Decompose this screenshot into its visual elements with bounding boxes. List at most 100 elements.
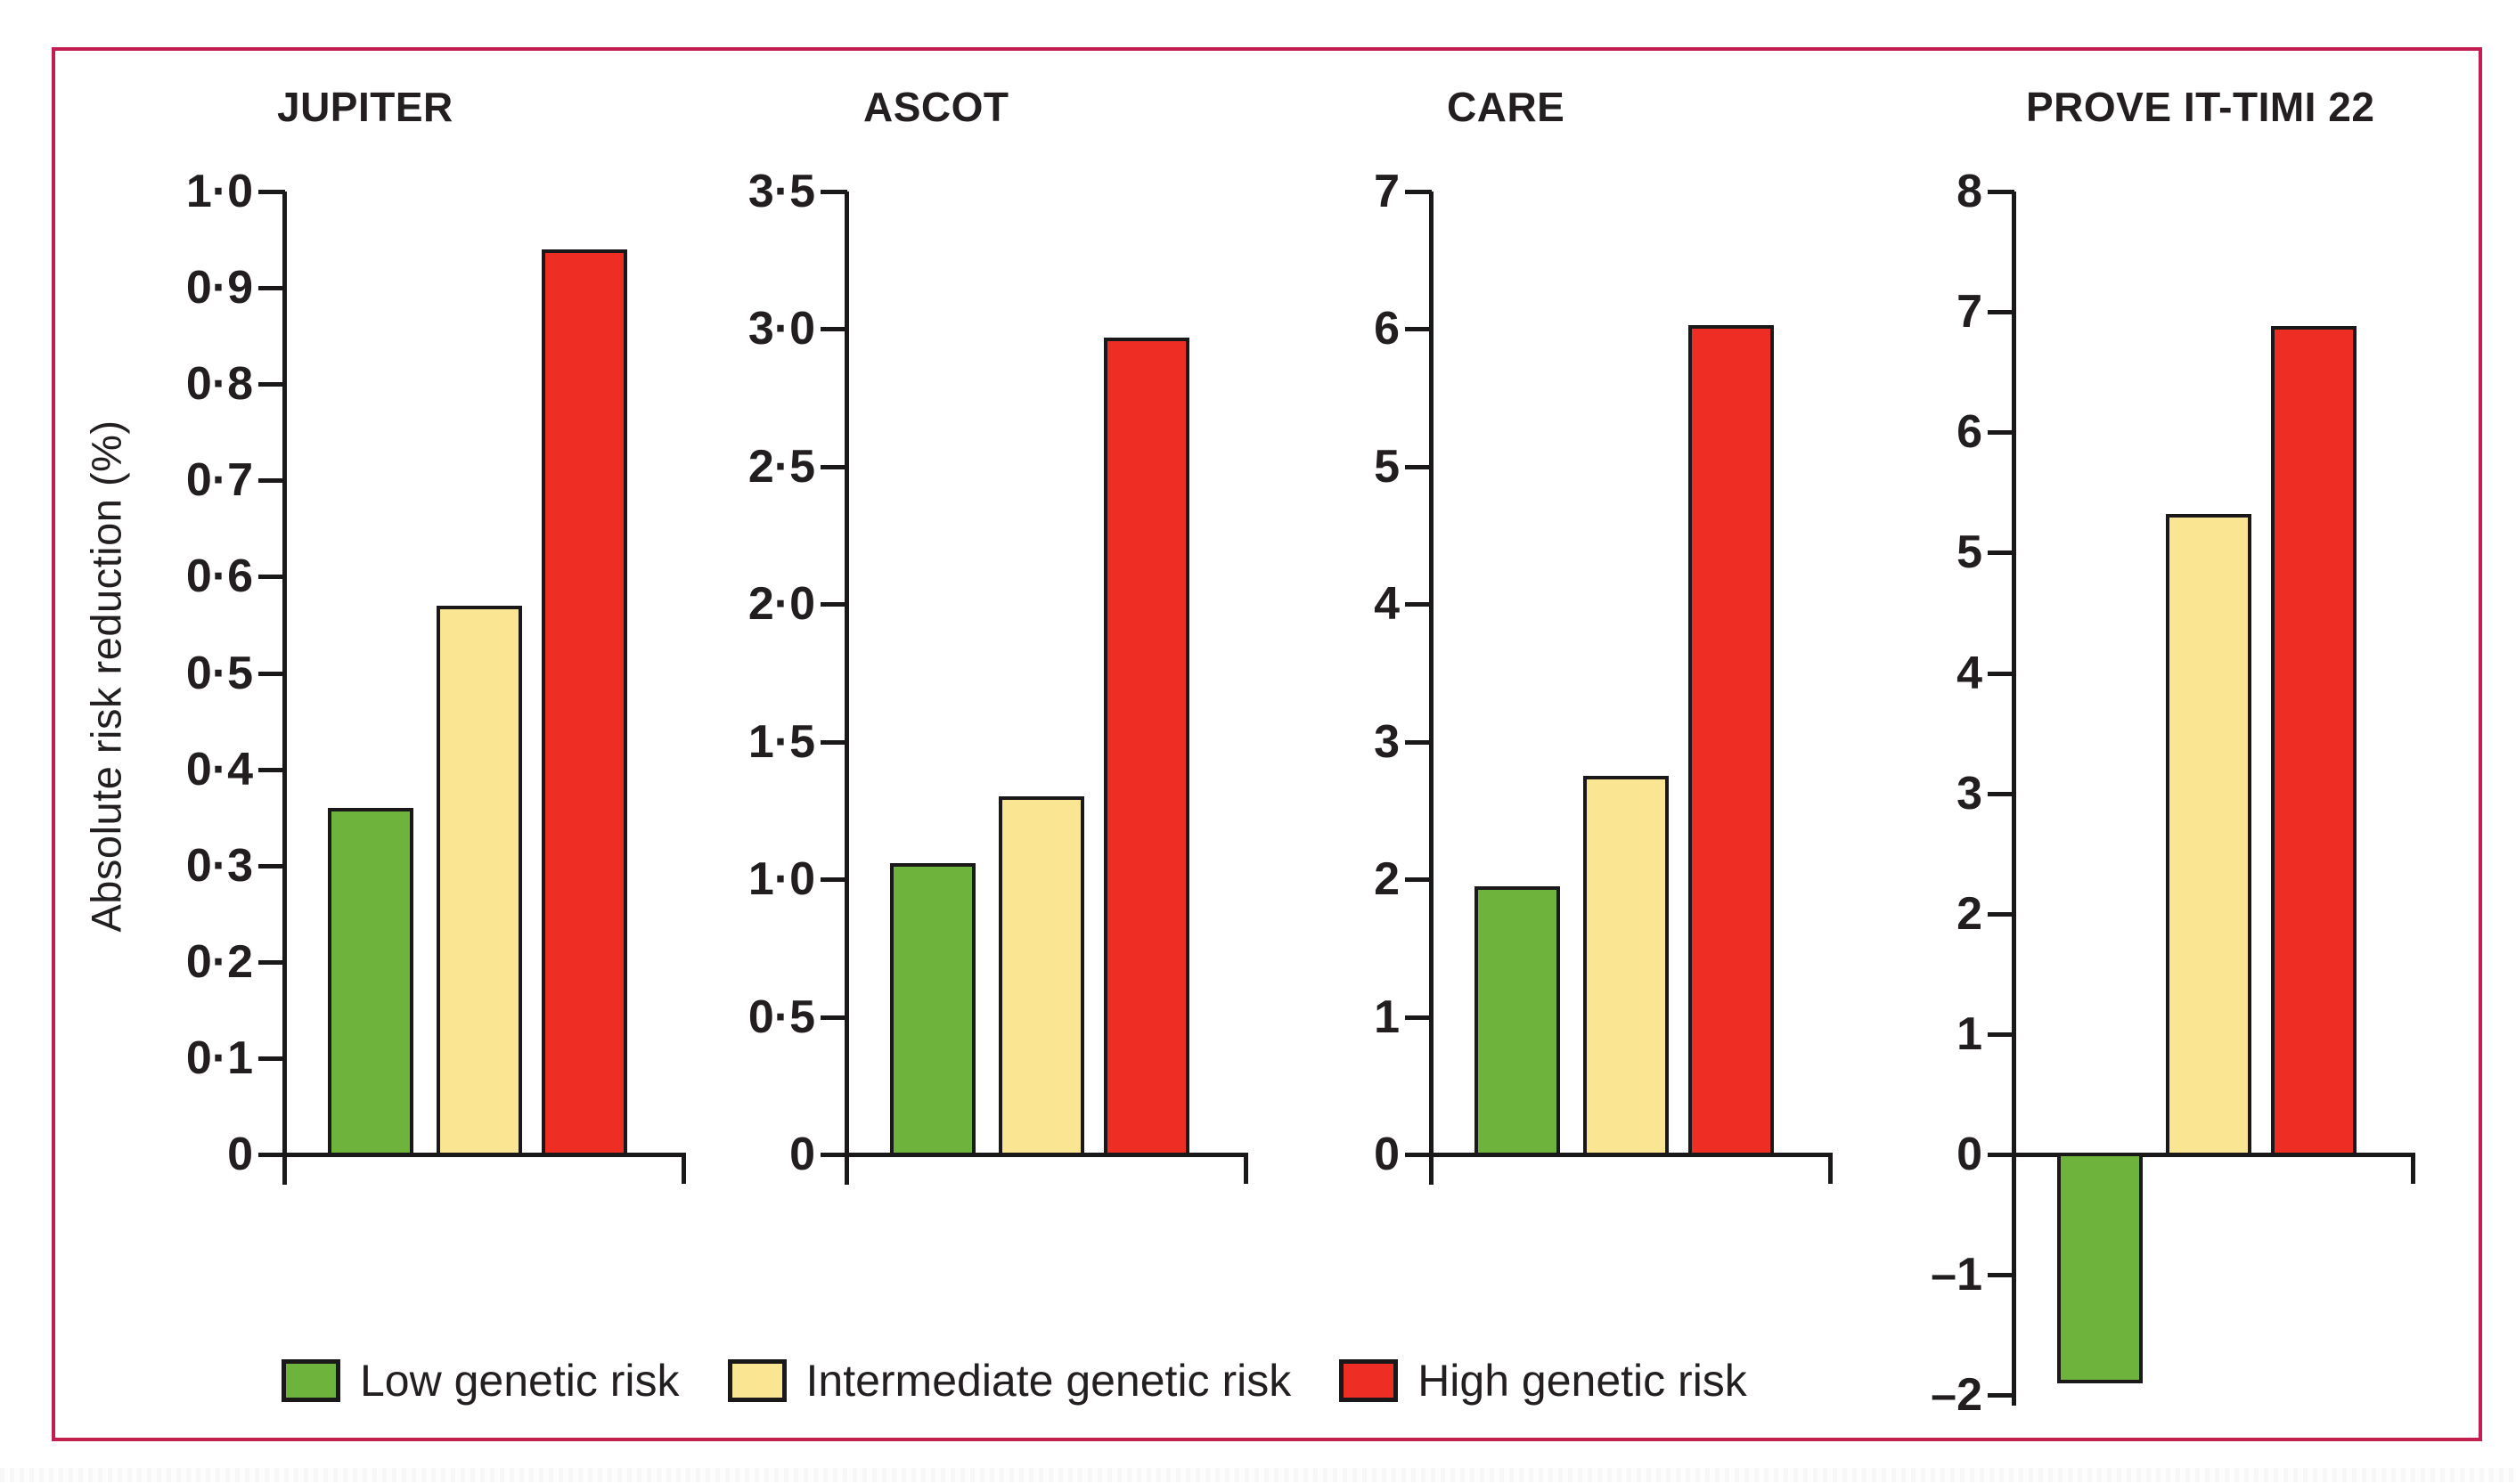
prove-it-timi-22-y-tick-label: 1	[1956, 1007, 1982, 1060]
jupiter-bar-high-genetic-risk	[542, 249, 627, 1156]
panel-title-ascot: ASCOT	[863, 84, 1009, 130]
jupiter-y-tick	[258, 382, 285, 387]
care-bar-intermediate-genetic-risk	[1583, 776, 1669, 1156]
ascot-y-tick	[821, 877, 847, 883]
ascot-y-tick-label: 0	[789, 1129, 815, 1180]
ascot-y-tick-label: 0·5	[747, 991, 815, 1043]
care-y-tick-label: 5	[1374, 440, 1400, 493]
care-y-axis-line	[1429, 192, 1434, 1185]
page-texture	[0, 1468, 2516, 1482]
jupiter-y-tick	[258, 767, 285, 772]
care-y-tick-label: 0	[1374, 1129, 1400, 1180]
legend-swatch-high-genetic-risk	[1339, 1359, 1399, 1402]
ascot-y-tick	[821, 327, 847, 332]
panel-title-jupiter: JUPITER	[277, 84, 453, 130]
ascot-y-tick-label: 2·0	[747, 578, 815, 631]
jupiter-y-tick-label: 0·3	[185, 839, 253, 892]
prove-it-timi-22-bar-high-genetic-risk	[2271, 326, 2357, 1156]
prove-it-timi-22-y-tick-label: 5	[1956, 526, 1982, 579]
jupiter-y-tick	[258, 1153, 285, 1157]
care-y-tick	[1405, 1153, 1432, 1157]
jupiter-y-tick-label: 0·5	[185, 647, 253, 699]
ascot-y-tick-label: 3·5	[747, 166, 815, 217]
jupiter-y-tick-label: 1·0	[185, 166, 253, 217]
prove-it-timi-22-y-tick-label: 4	[1956, 647, 1982, 699]
care-y-tick-label: 7	[1374, 166, 1400, 217]
ascot-y-tick	[821, 464, 847, 469]
care-y-tick-label: 4	[1374, 578, 1400, 631]
jupiter-y-tick	[258, 1056, 285, 1061]
prove-it-timi-22-bar-intermediate-genetic-risk	[2166, 514, 2251, 1156]
prove-it-timi-22-y-tick	[1988, 430, 2014, 436]
prove-it-timi-22-y-tick	[1988, 1153, 2014, 1157]
jupiter-y-tick-label: 0·9	[185, 262, 253, 314]
legend-label-high-genetic-risk: High genetic risk	[1417, 1356, 1747, 1406]
prove-it-timi-22-y-tick-label: –2	[1931, 1369, 1982, 1422]
prove-it-timi-22-y-tick-label: 7	[1956, 286, 1982, 338]
legend-label-low-genetic-risk: Low genetic risk	[360, 1356, 680, 1406]
prove-it-timi-22-y-tick	[1988, 550, 2014, 556]
legend-swatch-intermediate-genetic-risk	[727, 1359, 787, 1402]
ascot-y-tick-label: 1·5	[747, 715, 815, 768]
care-y-tick	[1405, 602, 1432, 607]
prove-it-timi-22-y-tick	[1988, 1393, 2014, 1398]
care-y-tick	[1405, 1015, 1432, 1020]
jupiter-bar-intermediate-genetic-risk	[437, 605, 522, 1156]
prove-it-timi-22-y-tick-label: –1	[1931, 1249, 1982, 1301]
care-y-tick-label: 3	[1374, 715, 1400, 768]
panel-title-care: CARE	[1447, 84, 1565, 130]
plot-area: 1·0 0·9 0·8 0·7 0·6 0·5 0·4 0·3 0·2 0·1 0 3·5 3·0 2·5…	[55, 51, 2479, 1438]
ascot-bar-low-genetic-risk	[890, 862, 976, 1156]
jupiter-y-tick-label: 0·1	[185, 1031, 253, 1084]
ascot-y-tick	[821, 1015, 847, 1020]
ascot-y-tick	[821, 602, 847, 607]
care-x-axis-end-tick	[1828, 1154, 1833, 1184]
jupiter-y-tick	[258, 863, 285, 868]
care-bar-low-genetic-risk	[1474, 885, 1560, 1156]
jupiter-y-tick-label: 0·7	[185, 454, 253, 507]
prove-it-timi-22-y-axis-line	[2012, 192, 2016, 1407]
prove-it-timi-22-y-tick	[1988, 1273, 2014, 1278]
care-y-tick-label: 1	[1374, 991, 1400, 1043]
jupiter-y-tick-label: 0·8	[185, 358, 253, 411]
prove-it-timi-22-bar-low-genetic-risk	[2057, 1153, 2143, 1383]
prove-it-timi-22-y-tick	[1988, 1031, 2014, 1037]
prove-it-timi-22-y-tick-label: 6	[1956, 406, 1982, 459]
care-y-tick	[1405, 464, 1432, 469]
legend-swatch-low-genetic-risk	[282, 1359, 340, 1402]
jupiter-y-tick	[258, 671, 285, 676]
prove-it-timi-22-y-tick-label: 2	[1956, 887, 1982, 940]
prove-it-timi-22-y-tick	[1988, 911, 2014, 917]
prove-it-timi-22-y-tick	[1988, 671, 2014, 676]
legend-item-high: High genetic risk	[1339, 1355, 1747, 1407]
figure-frame: Absolute risk reduction (%) JUPITER ASCO…	[52, 47, 2482, 1441]
jupiter-x-axis-end-tick	[682, 1154, 686, 1184]
ascot-y-tick	[821, 1153, 847, 1157]
jupiter-bar-low-genetic-risk	[328, 807, 413, 1156]
ascot-y-tick-label: 2·5	[747, 440, 815, 493]
jupiter-y-tick	[258, 959, 285, 965]
care-y-tick	[1405, 739, 1432, 745]
ascot-y-tick-label: 1·0	[747, 853, 815, 906]
legend-item-low: Low genetic risk	[282, 1355, 680, 1407]
care-y-tick	[1405, 877, 1432, 883]
ascot-y-tick	[821, 190, 847, 194]
prove-it-timi-22-y-tick	[1988, 190, 2014, 194]
jupiter-y-axis-line	[282, 192, 287, 1185]
ascot-y-axis-line	[845, 192, 849, 1185]
ascot-bar-high-genetic-risk	[1104, 337, 1189, 1156]
prove-it-timi-22-y-tick	[1988, 310, 2014, 315]
care-y-tick-label: 2	[1374, 853, 1400, 906]
legend-label-intermediate-genetic-risk: Intermediate genetic risk	[805, 1356, 1292, 1406]
prove-it-timi-22-y-tick-label: 3	[1956, 767, 1982, 819]
ascot-y-tick	[821, 739, 847, 745]
care-y-tick	[1405, 327, 1432, 332]
ascot-bar-intermediate-genetic-risk	[999, 796, 1084, 1156]
jupiter-y-tick-label: 0·4	[185, 743, 253, 795]
care-y-tick	[1405, 190, 1432, 194]
jupiter-y-tick	[258, 190, 285, 194]
legend-item-intermediate: Intermediate genetic risk	[727, 1355, 1292, 1407]
ascot-y-tick-label: 3·0	[747, 303, 815, 355]
prove-it-timi-22-y-tick	[1988, 791, 2014, 796]
